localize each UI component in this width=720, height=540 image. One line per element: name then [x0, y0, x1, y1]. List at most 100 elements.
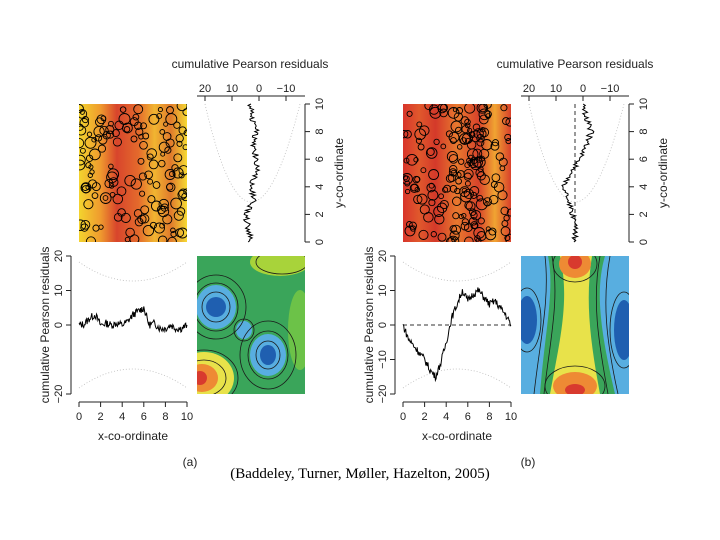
point-marker [108, 177, 119, 187]
point-marker [449, 225, 458, 233]
point-marker [79, 104, 84, 113]
point-marker [418, 229, 429, 240]
point-marker [120, 212, 131, 223]
point-marker [502, 117, 510, 126]
point-marker [81, 182, 90, 191]
point-marker [503, 214, 510, 222]
point-marker [142, 224, 155, 237]
point-marker [428, 169, 440, 180]
point-marker [118, 113, 131, 125]
point-marker [130, 178, 142, 190]
point-marker [79, 125, 87, 136]
y-envelope-b [528, 103, 625, 203]
x-envelope-b [402, 261, 512, 389]
point-marker [104, 178, 114, 189]
x-coord-tick-label: 10 [505, 411, 517, 423]
contour-lines-b [521, 256, 629, 394]
y-coord-tick-label: 6 [638, 156, 650, 162]
point-marker [152, 181, 161, 189]
y-coord-tick-label: 8 [638, 129, 650, 135]
point-marker [437, 232, 447, 242]
point-marker [108, 183, 115, 189]
x-residual-trace-b [402, 287, 512, 383]
point-marker [475, 198, 488, 211]
point-marker [91, 192, 99, 199]
x-residual-tick-label: 0 [377, 322, 389, 328]
point-marker [83, 199, 94, 210]
point-marker [463, 188, 474, 200]
heatmap-b [403, 104, 511, 242]
point-marker [447, 173, 457, 183]
point-marker [500, 226, 511, 237]
point-marker [147, 195, 156, 204]
point-marker [164, 169, 176, 180]
point-marker [478, 114, 489, 125]
point-marker [443, 184, 452, 193]
point-marker [406, 221, 413, 228]
point-marker [119, 106, 127, 113]
point-marker [88, 179, 98, 189]
point-marker [428, 104, 440, 115]
y-residual-title-a: cumulative Pearson residuals [172, 57, 329, 71]
point-marker [130, 135, 138, 143]
x-residual-plot-a: cumulative Pearson residuals −20 0 10 20 0 2… [38, 247, 193, 443]
x-residual-tick-label: 10 [53, 284, 65, 296]
point-marker [426, 183, 436, 193]
point-marker [79, 159, 86, 171]
point-marker [166, 106, 174, 115]
point-marker [93, 125, 105, 138]
point-marker [458, 158, 465, 165]
y-residual-trace-b [561, 103, 595, 243]
point-marker [438, 193, 444, 200]
y-coord-tick-label: 4 [314, 184, 326, 190]
point-marker [92, 224, 100, 232]
contour-a-low [236, 321, 252, 339]
point-marker [89, 148, 101, 161]
x-coord-tick-label: 2 [422, 411, 428, 423]
x-residual-ticks-a: −20 0 10 20 [53, 250, 71, 403]
y-residual-tick-label: 0 [580, 83, 586, 95]
point-marker [488, 227, 497, 236]
point-marker [434, 214, 445, 225]
point-marker [506, 208, 511, 217]
point-marker [461, 212, 467, 219]
point-marker [85, 236, 97, 242]
point-marker [168, 171, 175, 177]
point-marker [134, 217, 144, 227]
point-marker [170, 227, 176, 234]
point-marker [455, 126, 463, 134]
point-marker [436, 202, 448, 214]
y-coord-ticks-a: 0 2 4 6 8 10 [305, 98, 326, 245]
point-marker [111, 129, 120, 138]
point-marker [439, 108, 448, 118]
point-marker [157, 107, 163, 113]
point-marker [170, 197, 182, 210]
point-marker [183, 129, 187, 137]
point-marker [158, 198, 170, 210]
y-coord-label-b: y-co-ordinate [656, 138, 670, 208]
x-residual-plot-b: cumulative Pearson residuals −20−1001020… [362, 247, 517, 443]
point-marker [433, 138, 440, 146]
point-marker [181, 192, 187, 202]
point-marker [463, 172, 472, 181]
point-marker [453, 112, 464, 122]
y-residual-plot-b: cumulative Pearson residuals 20 10 0 −10 02… [497, 57, 670, 245]
point-marker [416, 193, 428, 205]
x-coord-label-a: x-co-ordinate [98, 429, 168, 443]
citation-caption: (Baddeley, Turner, Møller, Hazelton, 200… [230, 466, 490, 482]
point-marker [476, 104, 489, 114]
point-marker [498, 157, 508, 167]
point-marker [464, 200, 473, 210]
point-marker [454, 187, 461, 195]
contour-b-left-core [521, 296, 537, 344]
point-marker [166, 182, 176, 192]
point-marker [477, 217, 485, 225]
point-marker [124, 174, 136, 187]
x-coord-ticks-a: 0 2 4 6 8 10 [76, 402, 193, 423]
y-residual-tick-label: 10 [226, 83, 238, 95]
point-marker [102, 195, 109, 201]
x-coord-tick-label: 0 [400, 411, 406, 423]
point-marker [409, 183, 420, 193]
x-residual-tick-label: 20 [377, 250, 389, 262]
point-marker [173, 210, 184, 221]
